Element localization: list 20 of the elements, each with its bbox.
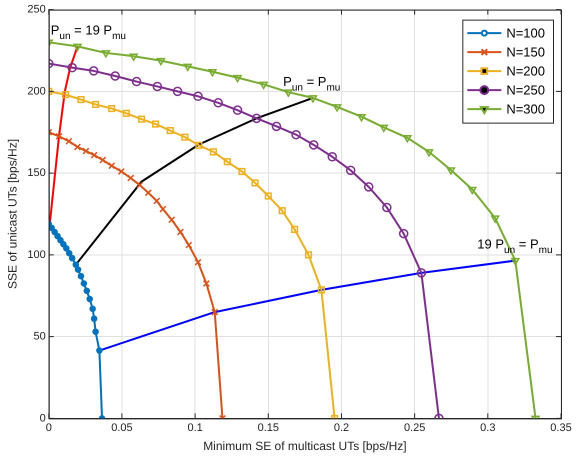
legend-label: N=300	[506, 102, 545, 117]
x-tick-label: 0.1	[187, 422, 203, 434]
x-tick-label: 0.3	[480, 422, 496, 434]
y-tick-label: 100	[27, 248, 46, 261]
y-axis-title: SSE of unicast UTs [bps/Hz]	[6, 138, 20, 290]
legend-label: N=100	[506, 26, 545, 41]
y-tick-label: 150	[27, 167, 46, 180]
x-tick-label: 0.35	[550, 422, 572, 434]
y-tick-label: 0	[40, 412, 46, 424]
x-tick-label: 0.25	[404, 422, 426, 434]
y-tick-label: 200	[27, 85, 46, 98]
y-tick-label: 250	[27, 4, 46, 16]
x-tick-label: 0.15	[258, 422, 279, 434]
y-tick-label: 50	[34, 330, 46, 343]
legend-label: N=250	[506, 82, 545, 98]
legend-label: N=200	[506, 64, 545, 79]
x-tick-label: 0.2	[334, 422, 350, 434]
x-tick-label: 0.05	[111, 422, 133, 434]
x-axis-title: Minimum SE of multicast UTs [bps/Hz]	[203, 439, 407, 454]
legend-label: N=150	[506, 44, 545, 60]
